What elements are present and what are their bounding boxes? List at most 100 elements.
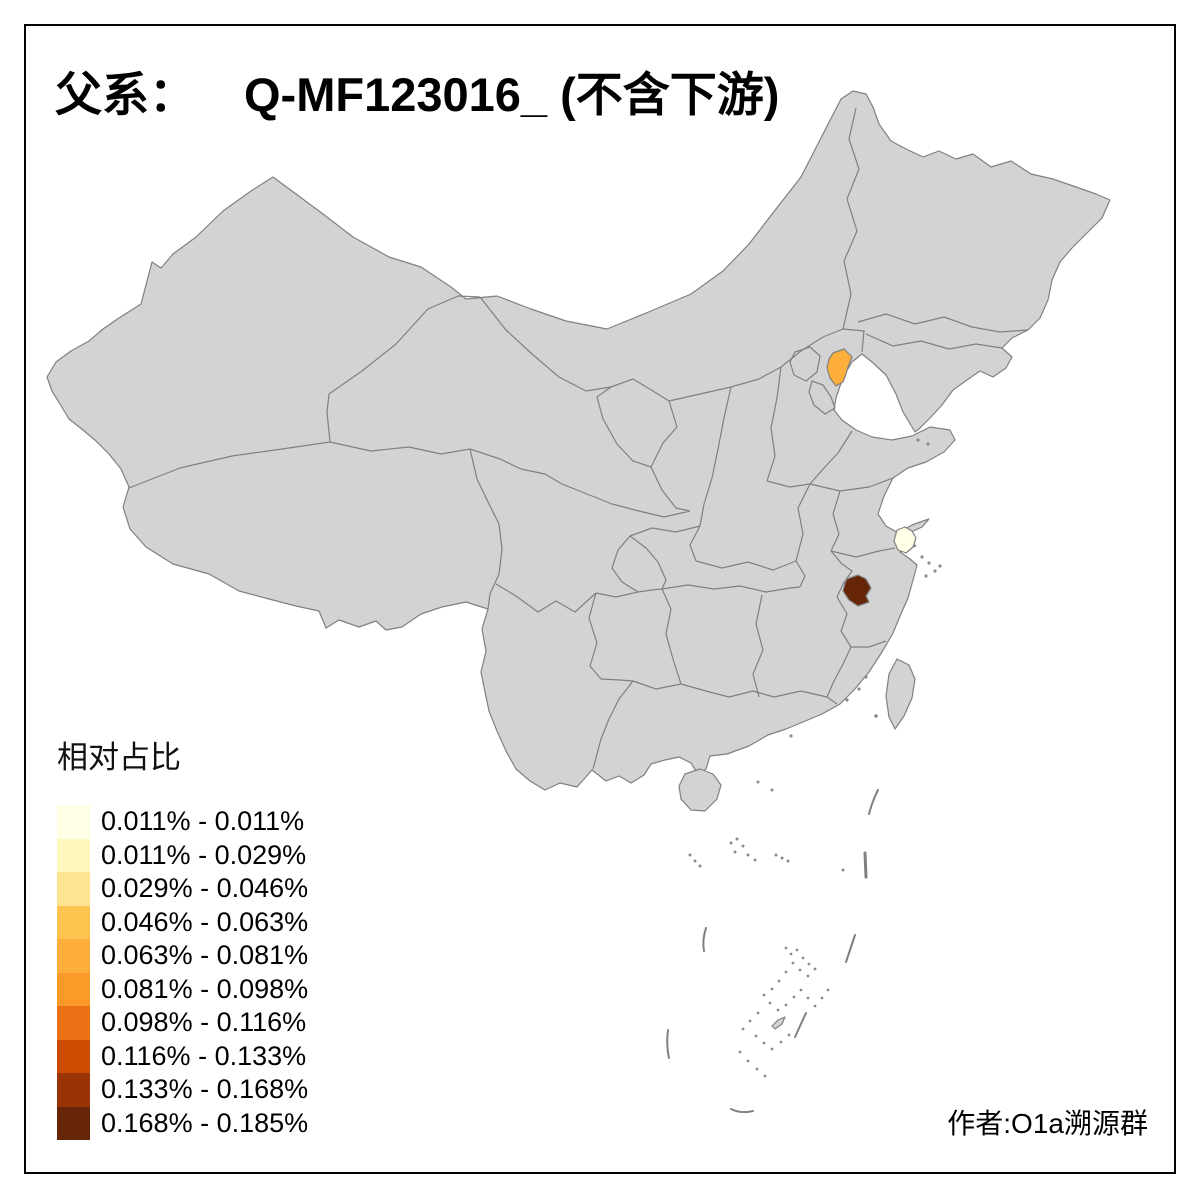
islet-dot bbox=[780, 856, 784, 860]
legend-class-label: 0.029% - 0.046% bbox=[101, 873, 309, 904]
islet-dot bbox=[741, 844, 745, 848]
dash-segment bbox=[845, 934, 856, 963]
islet-dot bbox=[693, 859, 697, 863]
border-chongqing bbox=[611, 535, 667, 593]
islet-dot bbox=[864, 675, 868, 679]
border-jiangxi-hunan bbox=[752, 594, 764, 698]
islet-dot bbox=[738, 1050, 742, 1054]
province-borders bbox=[128, 107, 1029, 770]
region-north-coastal-prefecture bbox=[826, 348, 853, 387]
border-zhejiang-fujian-jiangxi bbox=[826, 596, 887, 705]
legend-swatch bbox=[57, 972, 90, 1006]
islet-dot bbox=[795, 948, 799, 952]
islet-dot bbox=[933, 569, 937, 573]
border-gansu-neimeng bbox=[479, 296, 612, 392]
legend-swatch bbox=[57, 872, 90, 906]
legend-class-label: 0.063% - 0.081% bbox=[101, 940, 309, 971]
legend-class-label: 0.116% - 0.133% bbox=[101, 1040, 307, 1071]
islet-dot bbox=[763, 1074, 767, 1078]
border-beijing bbox=[789, 346, 821, 382]
islet-dot bbox=[776, 1008, 780, 1012]
islet-dot bbox=[746, 1059, 750, 1063]
border-heilongjiang-jilin bbox=[857, 313, 1029, 333]
islet-dot bbox=[920, 555, 924, 559]
islet-dot bbox=[926, 442, 930, 446]
legend-class-label: 0.011% - 0.029% bbox=[101, 839, 307, 870]
legend-swatch bbox=[57, 1106, 90, 1140]
islet-dot bbox=[735, 837, 739, 841]
border-guangdong-guangxi bbox=[592, 680, 828, 770]
islet-dot bbox=[813, 1004, 817, 1008]
dash-segment bbox=[702, 927, 707, 952]
legend-class-label: 0.133% - 0.168% bbox=[101, 1074, 309, 1105]
legend-row: 0.133% - 0.168% bbox=[57, 1073, 308, 1107]
border-neimeng-heilongjiang bbox=[842, 107, 860, 330]
islet-dot bbox=[787, 1033, 791, 1037]
border-xinjiang-south bbox=[128, 295, 481, 489]
islet-dot bbox=[916, 438, 920, 442]
dash-segment bbox=[666, 1029, 670, 1059]
legend-row: 0.116% - 0.133% bbox=[57, 1039, 308, 1073]
islet-dot bbox=[779, 1040, 783, 1044]
legend-swatch bbox=[57, 1073, 90, 1107]
border-anhui-zhejiang bbox=[795, 550, 853, 598]
legend-swatch bbox=[57, 1006, 90, 1040]
islet-dot bbox=[762, 1041, 766, 1045]
border-henan-hubei bbox=[695, 560, 797, 571]
legend-row: 0.098% - 0.116% bbox=[57, 1006, 308, 1040]
islet-dot bbox=[801, 956, 805, 960]
islet-dot bbox=[784, 970, 788, 974]
islet-dot bbox=[741, 1027, 745, 1031]
border-tibet-sichuan bbox=[469, 448, 503, 610]
legend-class-label: 0.011% - 0.011% bbox=[101, 806, 305, 837]
legend-class-label: 0.081% - 0.098% bbox=[101, 973, 309, 1004]
border-shanxi-shaanxi bbox=[703, 386, 732, 505]
islet-dot bbox=[806, 996, 810, 1000]
border-hebei-shanxi bbox=[766, 366, 782, 482]
legend-class-label: 0.046% - 0.063% bbox=[101, 906, 309, 937]
islet-dot bbox=[792, 995, 796, 999]
islet-dot bbox=[857, 687, 861, 691]
legend-row: 0.168% - 0.185% bbox=[57, 1106, 308, 1140]
islet-dot bbox=[784, 946, 788, 950]
legend: 相对占比 0.011% - 0.011% 0.011% - 0.029% 0.0… bbox=[57, 740, 308, 1140]
islet-dot bbox=[874, 714, 878, 718]
islet-dot bbox=[786, 859, 790, 863]
border-qinghai-tibet bbox=[329, 441, 471, 455]
islet-dot bbox=[756, 780, 760, 784]
islet-dot bbox=[746, 853, 750, 857]
islet-dot bbox=[774, 853, 778, 857]
islet-dot bbox=[938, 564, 942, 568]
border-jilin-liaoning bbox=[865, 333, 1003, 350]
legend-row: 0.029% - 0.046% bbox=[57, 872, 308, 906]
islet-dot bbox=[807, 962, 811, 966]
sea-boundary-dashes bbox=[666, 789, 879, 1114]
border-hubei-hunan bbox=[661, 584, 801, 593]
dash-segment bbox=[730, 1108, 754, 1114]
legend-row: 0.063% - 0.081% bbox=[57, 939, 308, 973]
legend-title: 相对占比 bbox=[57, 740, 181, 775]
legend-swatch bbox=[57, 1039, 90, 1073]
map-title: 父系： Q-MF123016_ (不含下游) bbox=[55, 56, 779, 125]
islets-group bbox=[688, 438, 942, 1078]
hainan-island bbox=[678, 768, 722, 812]
legend-swatch bbox=[57, 838, 90, 872]
islet-dot bbox=[784, 1003, 788, 1007]
highlighted-regions bbox=[826, 348, 917, 607]
islet-dot bbox=[729, 841, 733, 845]
legend-swatch bbox=[57, 805, 90, 839]
islet-dot bbox=[733, 850, 737, 854]
islet-dot bbox=[806, 974, 810, 978]
dash-segment bbox=[794, 1012, 807, 1038]
legend-row: 0.046% - 0.063% bbox=[57, 905, 309, 939]
islet-dot bbox=[798, 968, 802, 972]
islet-dot bbox=[789, 734, 793, 738]
islet-dot bbox=[924, 574, 928, 578]
islet-dot bbox=[756, 1011, 760, 1015]
south-sea-islet bbox=[771, 1016, 786, 1030]
islet-dot bbox=[762, 993, 766, 997]
legend-row: 0.081% - 0.098% bbox=[57, 972, 309, 1006]
islet-dot bbox=[791, 961, 795, 965]
islet-dot bbox=[799, 988, 803, 992]
